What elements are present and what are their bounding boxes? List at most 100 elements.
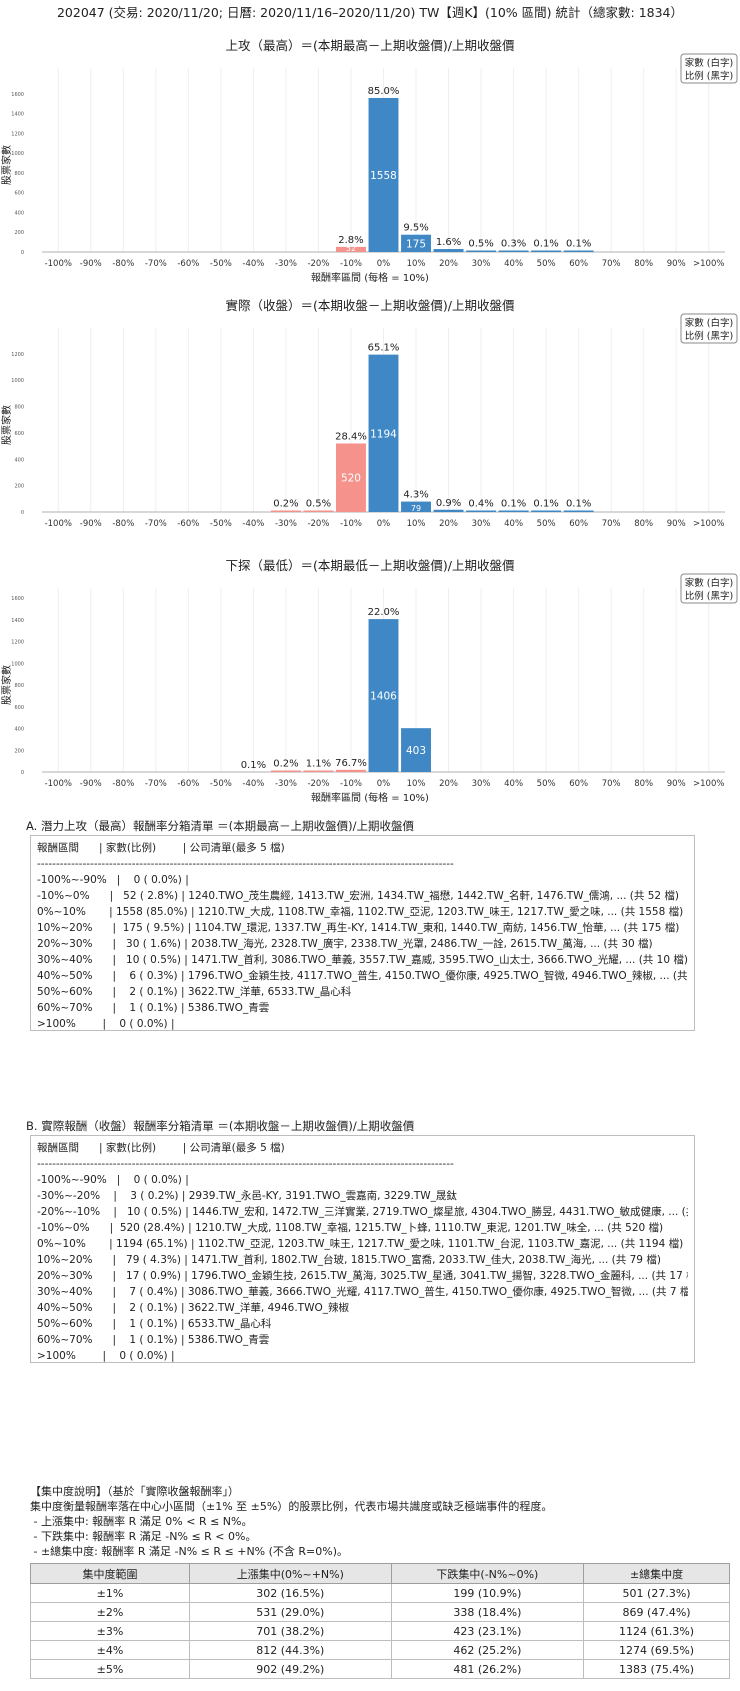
list-item: 60%~70% | 1 ( 0.1%) | 5386.TWO_青雲 [37,1334,270,1346]
x-tick-label: 50% [537,259,556,269]
bar-percent-label: 22.0% [368,607,400,618]
bar [368,619,399,772]
x-tick-label: -70% [145,519,167,529]
x-tick-label: >100% [693,259,724,269]
bar-percent-label: 1.1% [306,759,331,770]
list-item: 40%~50% | 6 ( 0.3%) | 1796.TWO_金穎生技, 411… [37,970,688,982]
note-line: - 下跌集中: 報酬率 R 滿足 -N% ≤ R < 0%。 [30,1530,257,1543]
legend-frame [680,573,738,604]
table-cell: 1383 (75.4%) [583,1659,730,1679]
bar-percent-label: 0.5% [468,239,493,250]
y-tick-label: 1400 [11,618,24,624]
column-header: 下跌集中(-N%~0%) [390,1563,585,1584]
bar-percent-label: 0.3% [501,239,526,250]
bar [531,250,562,252]
bar-count-label: 1406 [370,691,397,703]
x-tick-label: 40% [504,259,523,269]
legend-box: 家數 (白字)比例 (黑字) [680,573,738,604]
list-item: 30%~40% | 7 ( 0.4%) | 3086.TWO_華義, 3666.… [37,1286,688,1298]
list-divider: ----------------------------------------… [37,1158,454,1170]
bar-count-label: 1558 [370,170,397,182]
x-tick-label: 10% [407,259,426,269]
bar-percent-label: 0.1% [501,499,526,510]
bar-count-label: 403 [406,745,426,757]
table-cell: 481 (26.2%) [390,1659,585,1679]
table-cell: 338 (18.4%) [390,1602,585,1622]
y-tick-label: 1400 [11,112,24,118]
y-tick-label: 800 [14,405,24,411]
x-tick-label: -50% [210,779,232,789]
table-cell: 199 (10.9%) [390,1583,585,1603]
table-cell: 701 (38.2%) [189,1621,392,1641]
x-tick-label: 0% [377,519,391,529]
bar [498,250,529,252]
bar-percent-label: 0.1% [533,499,558,510]
list-item: 30%~40% | 10 ( 0.5%) | 1471.TW_首利, 3086.… [37,954,688,966]
bar-percent-label: 1.6% [436,237,461,248]
note-line: 集中度衡量報酬率落在中心小區間（±1% 至 ±5%）的股票比例，代表市場共識度或… [30,1500,553,1513]
x-tick-label: 40% [504,519,523,529]
list-item: -30%~-20% | 3 ( 0.2%) | 2939.TW_永邑-KY, 3… [37,1190,457,1202]
table-cell: 1274 (69.5%) [583,1640,730,1660]
x-tick-label: 70% [602,519,621,529]
bar-percent-label: 0.2% [273,499,298,510]
table-cell: ±4% [30,1640,190,1660]
x-tick-label: -90% [80,259,102,269]
x-tick-label: -10% [340,519,362,529]
table-cell: ±1% [30,1583,190,1603]
legend-line-count: 家數 (白字) [685,57,733,69]
table-cell: 902 (49.2%) [189,1659,392,1679]
x-tick-label: 60% [569,259,588,269]
bar-percent-label: 76.7% [335,758,367,769]
bar-percent-label: 0.1% [566,239,591,250]
y-tick-label: 400 [14,210,24,216]
chart-high: 上攻（最高）＝(本期最高－上期收盤價)/上期收盤價 0 200 400 600 800 10… [0,38,738,284]
bar [563,250,594,252]
x-axis-label: 報酬率區間 (每格 = 10%) [311,791,429,804]
x-tick-label: -80% [112,259,134,269]
bar [368,97,399,252]
bar-percent-label: 4.3% [403,490,428,501]
y-tick-label: 1200 [11,640,24,646]
x-tick-label: -20% [307,779,329,789]
list-item: 10%~20% | 79 ( 4.3%) | 1471.TW_首利, 1802.… [37,1254,661,1266]
legend-line-count: 家數 (白字) [685,317,733,329]
y-tick-label: 200 [14,748,24,754]
bar-count-label: 1194 [370,428,397,440]
y-tick-label: 800 [14,683,24,689]
y-axis-label: 股票家數 [0,405,13,445]
list-divider: ----------------------------------------… [37,858,454,870]
bar-count-label: 79 [411,504,421,513]
y-tick-label: 1000 [11,661,24,667]
x-tick-label: -50% [210,259,232,269]
x-tick-label: -70% [145,259,167,269]
bar-percent-label: 28.4% [335,431,367,442]
bar-percent-label: 85.0% [368,86,400,97]
x-tick-label: 30% [472,779,491,789]
chart-low: 下探（最低）＝(本期最低－上期收盤價)/上期收盤價 0 200 400 600 800 10… [0,558,738,804]
x-tick-label: 30% [472,259,491,269]
note-line: - ±總集中度: 報酬率 R 滿足 -N% ≤ R ≤ +N% (不含 R=0%… [30,1545,349,1558]
bar [563,510,594,512]
x-tick-label: -30% [275,259,297,269]
bar-percent-label: 9.5% [403,223,428,234]
list-item: >100% | 0 ( 0.0%) | [37,1018,175,1030]
bar [270,510,301,512]
x-tick-label: -40% [242,259,264,269]
x-tick-label: -10% [340,779,362,789]
x-tick-label: 0% [377,259,391,269]
table-row: ±2% 531 (29.0%) 338 (18.4%) 869 (47.4%) [30,1602,730,1622]
list-item: 20%~30% | 17 ( 0.9%) | 1796.TWO_金穎生技, 26… [37,1270,688,1282]
concentration-note: 【集中度說明】（基於「實際收盤報酬率」） 集中度衡量報酬率落在中心小區間（±1% … [30,1484,730,1559]
legend-frame [680,53,738,84]
x-tick-label: -10% [340,259,362,269]
bar-count-label: 52 [346,244,356,253]
legend-box: 家數 (白字)比例 (黑字) [680,313,738,344]
x-tick-label: 10% [407,519,426,529]
table-cell: 501 (27.3%) [583,1583,730,1603]
legend-box: 家數 (白字)比例 (黑字) [680,53,738,84]
x-tick-label: 30% [472,519,491,529]
x-tick-label: 80% [634,519,653,529]
x-tick-label: 80% [634,259,653,269]
bar [336,443,366,512]
